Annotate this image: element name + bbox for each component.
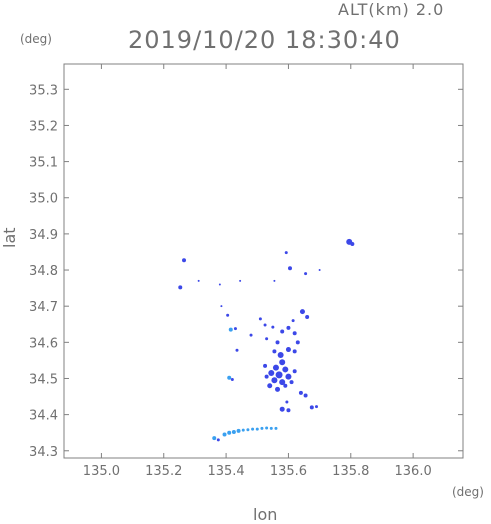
- echo-point: [227, 375, 232, 380]
- echo-point: [272, 364, 279, 371]
- echo-point: [251, 427, 255, 431]
- echo-point: [287, 266, 292, 271]
- echo-point: [226, 313, 230, 317]
- echo-point: [274, 426, 278, 430]
- echo-point: [275, 386, 281, 392]
- echo-point: [309, 405, 314, 410]
- echo-point: [236, 428, 241, 433]
- echo-point: [246, 428, 250, 432]
- echo-point: [216, 438, 220, 442]
- echo-point: [284, 251, 288, 255]
- echo-point: [275, 340, 280, 345]
- x-tick-label: 135.6: [270, 464, 307, 479]
- echo-point: [273, 279, 276, 282]
- altitude-label: ALT(km) 2.0: [338, 0, 445, 19]
- echo-point: [233, 327, 237, 331]
- echo-point: [277, 351, 284, 358]
- x-tick-label: 135.8: [332, 464, 369, 479]
- y-tick-label: 34.5: [29, 372, 58, 387]
- echo-point: [265, 337, 269, 341]
- echo-point: [258, 317, 262, 321]
- echo-point: [314, 405, 318, 409]
- timestamp-title: 2019/10/20 18:30:40: [128, 26, 401, 54]
- echo-point: [286, 325, 291, 330]
- echo-point: [275, 371, 283, 379]
- echo-point: [305, 315, 310, 320]
- echo-point: [220, 305, 223, 308]
- y-tick-label: 35.3: [29, 83, 58, 98]
- echo-point: [298, 390, 303, 395]
- echo-point: [279, 359, 286, 366]
- echo-point: [291, 319, 295, 323]
- echo-point: [227, 430, 232, 435]
- y-tick-label: 34.8: [29, 264, 58, 279]
- x-axis-ticks: 135.0 135.2 135.4 135.6 135.8 136.0: [83, 64, 432, 479]
- x-tick-label: 135.4: [207, 464, 244, 479]
- echo-point: [304, 272, 308, 276]
- echo-point: [239, 279, 242, 282]
- y-tick-label: 34.7: [29, 300, 58, 315]
- echo-point: [249, 333, 253, 337]
- echo-point: [218, 283, 221, 286]
- echo-point: [292, 369, 297, 374]
- y-tick-label: 35.2: [29, 119, 58, 134]
- y-tick-label: 35.0: [29, 192, 58, 207]
- echo-point: [263, 363, 268, 368]
- y-tick-label: 35.1: [29, 156, 58, 171]
- echo-point: [235, 348, 239, 352]
- echo-point: [255, 427, 259, 431]
- y-tick-label: 34.6: [29, 336, 58, 351]
- x-axis-title: lon: [253, 505, 278, 524]
- echo-point: [292, 331, 297, 336]
- echo-point: [280, 329, 285, 334]
- echo-point: [230, 378, 234, 382]
- echo-point: [350, 242, 355, 247]
- echo-point: [289, 380, 294, 385]
- echo-point: [241, 428, 245, 432]
- echo-point: [282, 366, 289, 373]
- echo-point: [271, 325, 275, 329]
- plot-frame: [63, 63, 464, 459]
- echo-point: [260, 426, 264, 430]
- y-tick-label: 34.9: [29, 228, 58, 243]
- echo-point: [303, 393, 308, 398]
- echo-point: [263, 323, 267, 327]
- echo-point: [222, 432, 227, 437]
- echo-point: [269, 426, 273, 430]
- echo-point: [292, 349, 297, 354]
- echo-point: [279, 379, 286, 386]
- echo-point: [271, 377, 278, 384]
- echo-point: [295, 340, 300, 345]
- echo-point: [212, 436, 217, 441]
- y-tick-label: 34.4: [29, 409, 58, 424]
- x-tick-label: 135.0: [83, 464, 120, 479]
- y-tick-label: 34.3: [29, 445, 58, 460]
- echo-point: [283, 383, 288, 388]
- echo-point: [178, 285, 183, 290]
- x-tick-label: 135.2: [145, 464, 182, 479]
- echo-point: [286, 408, 291, 413]
- y-axis-ticks: 34.3 34.4 34.5 34.6 34.7 34.8 34.9 35.0 35.1 35.2…: [29, 83, 463, 460]
- echo-point: [299, 309, 305, 315]
- echo-point: [264, 374, 269, 379]
- echo-point: [279, 406, 285, 412]
- x-axis-unit: (deg): [452, 485, 484, 499]
- echo-point: [272, 349, 277, 354]
- echo-point: [231, 429, 236, 434]
- echo-point: [197, 279, 200, 282]
- echo-point: [228, 327, 233, 332]
- echo-point: [182, 258, 187, 263]
- echo-point: [267, 383, 273, 389]
- echo-point: [285, 373, 292, 380]
- y-axis-unit: (deg): [20, 32, 52, 46]
- echo-point: [285, 400, 289, 404]
- echo-point: [265, 426, 269, 430]
- x-tick-label: 136.0: [395, 464, 432, 479]
- echo-point: [285, 347, 291, 353]
- echo-point: [318, 269, 321, 272]
- echo-points: [178, 238, 355, 442]
- echo-point: [268, 370, 275, 377]
